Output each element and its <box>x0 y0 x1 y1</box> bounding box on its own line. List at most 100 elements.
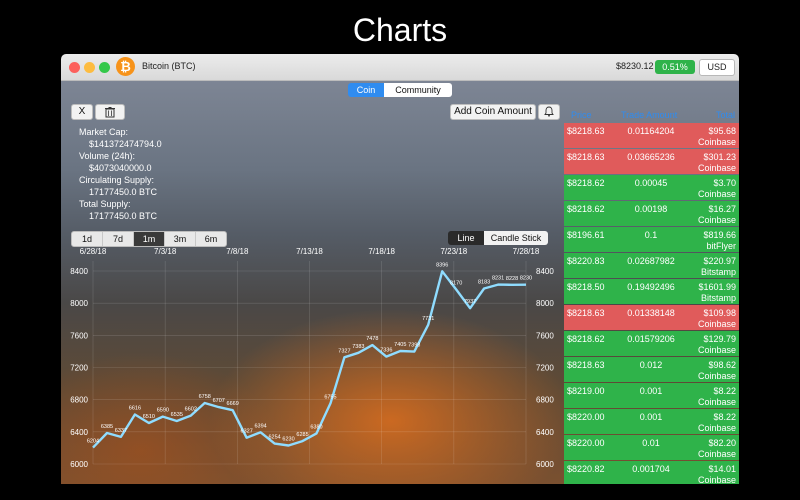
x-tick-label: 7/23/18 <box>440 247 467 256</box>
trade-amount: 0.001704 <box>632 464 670 474</box>
y-tick-label-right: 7200 <box>536 364 554 373</box>
trade-price: $8218.50 <box>567 282 605 292</box>
chart-type-line[interactable]: Line <box>448 231 484 245</box>
trade-exchange: Coinbase <box>697 449 736 459</box>
trade-exchange: Coinbase <box>697 163 736 173</box>
trade-total: $82.20 <box>708 438 736 448</box>
data-label: 7937 <box>464 299 476 305</box>
y-tick-label-left: 8000 <box>70 299 88 308</box>
range-6m[interactable]: 6m <box>204 234 218 244</box>
trade-price: $8218.62 <box>567 334 605 344</box>
trade-row[interactable]: $8196.61 0.1 $819.66 bitFlyer <box>564 227 739 252</box>
app-window: ₿ Bitcoin (BTC) $8230.12 0.51% USD Coin … <box>61 54 739 484</box>
trade-exchange: Coinbase <box>697 423 736 433</box>
trade-row[interactable]: $8220.00 0.01 $82.20 Coinbase <box>564 435 739 460</box>
trade-row[interactable]: $8220.83 0.02687982 $220.97 Bitstamp <box>564 253 739 278</box>
header-trade-amount: Trade Amount <box>621 110 678 120</box>
price-history-line <box>92 270 527 449</box>
data-label: 6327 <box>241 429 253 435</box>
data-label: 6535 <box>171 412 183 418</box>
y-tick-label-left: 7600 <box>70 331 88 340</box>
header-price: Price <box>571 110 592 120</box>
data-label: 6755 <box>324 394 336 400</box>
trade-price: $8218.62 <box>567 204 605 214</box>
trade-exchange: bitFlyer <box>706 241 736 251</box>
y-tick-label-left: 8400 <box>70 267 88 276</box>
data-label: 8183 <box>478 279 490 285</box>
trade-amount: 0.00198 <box>634 204 668 214</box>
chart-type-candle-stick[interactable]: Candle Stick <box>484 231 548 245</box>
y-tick-label-left: 6800 <box>70 396 88 405</box>
range-7d[interactable]: 7d <box>103 232 134 246</box>
trade-row[interactable]: $8219.00 0.001 $8.22 Coinbase <box>564 383 739 408</box>
data-label: 8230 <box>520 276 532 282</box>
data-label: 7383 <box>352 344 364 350</box>
close-window-button[interactable] <box>69 62 80 73</box>
alert-button[interactable] <box>538 104 560 120</box>
data-label: 8228 <box>506 276 518 282</box>
data-label: 8396 <box>436 262 448 268</box>
trade-total: $819.66 <box>703 230 736 240</box>
minimize-window-button[interactable] <box>84 62 95 73</box>
trade-amount: 0.01164204 <box>627 126 675 136</box>
trade-amount: 0.012 <box>639 360 663 370</box>
data-label: 7478 <box>366 336 378 342</box>
zoom-window-button[interactable] <box>99 62 110 73</box>
trade-price: $8196.61 <box>567 230 605 240</box>
y-tick-label-right: 6400 <box>536 428 554 437</box>
trade-amount: 0.1 <box>644 230 658 240</box>
volume-label: Volume (24h): <box>79 151 136 161</box>
data-label: 6380 <box>310 424 322 430</box>
data-label: 6510 <box>143 414 155 420</box>
main-content: Coin Community X Add Coin Amount Market … <box>61 81 739 484</box>
data-label: 6337 <box>115 428 127 434</box>
trade-row[interactable]: $8220.00 0.001 $8.22 Coinbase <box>564 409 739 434</box>
window-title: Bitcoin (BTC) <box>142 61 196 71</box>
y-tick-label-right: 7600 <box>536 331 554 340</box>
price-chart[interactable]: 6000 6000 6400 6400 6800 6800 7200 7200 7600 7600… <box>61 241 564 481</box>
data-label: 6707 <box>213 398 225 404</box>
range-1m[interactable]: 1m <box>134 232 165 246</box>
currency-selector[interactable]: USD <box>699 59 735 76</box>
trade-row[interactable]: $8218.63 0.01164204 $95.68 Coinbase <box>564 123 739 148</box>
range-3m[interactable]: 3m <box>165 232 196 246</box>
y-tick-label-left: 6400 <box>70 428 88 437</box>
data-label: 6669 <box>227 401 239 407</box>
trade-total: $129.79 <box>703 334 736 344</box>
add-coin-amount-button[interactable]: Add Coin Amount <box>450 104 536 120</box>
data-label: 6394 <box>254 423 266 429</box>
trade-row[interactable]: $8218.62 0.01579206 $129.79 Coinbase <box>564 331 739 356</box>
data-label: 8231 <box>492 276 504 282</box>
trade-total: $109.98 <box>703 308 736 318</box>
x-tick-label: 6/28/18 <box>80 247 107 256</box>
tab-community[interactable]: Community <box>384 83 452 97</box>
total-supply-value: 17177450.0 BTC <box>89 211 158 221</box>
trade-row[interactable]: $8218.63 0.012 $98.62 Coinbase <box>564 357 739 382</box>
data-label: 7327 <box>338 348 350 354</box>
trade-row[interactable]: $8218.63 0.01338148 $109.98 Coinbase <box>564 305 739 330</box>
trade-row[interactable]: $8218.62 0.00045 $3.70 Coinbase <box>564 175 739 200</box>
trade-row[interactable]: $8218.62 0.00198 $16.27 Coinbase <box>564 201 739 226</box>
y-tick-label-left: 6000 <box>70 460 88 469</box>
trade-row[interactable]: $8218.50 0.19492496 $1601.99 Bitstamp <box>564 279 739 304</box>
bitcoin-logo-icon: ₿ <box>116 57 135 76</box>
trade-amount: 0.03665236 <box>627 152 675 162</box>
trade-amount: 0.01579206 <box>627 334 675 344</box>
trade-amount: 0.02687982 <box>627 256 675 266</box>
market-cap-value: $141372474794.0 <box>89 139 162 149</box>
trade-history-panel: Price Trade Amount Total $8218.63 0.01164… <box>564 108 739 484</box>
range-1d[interactable]: 1d <box>72 232 103 246</box>
trade-price: $8218.63 <box>567 360 605 370</box>
trade-row[interactable]: $8220.82 0.001704 $14.01 Coinbase <box>564 461 739 484</box>
trade-total: $8.22 <box>713 412 736 422</box>
data-label: 7336 <box>380 348 392 354</box>
trade-total: $14.01 <box>708 464 736 474</box>
trade-price: $8218.63 <box>567 126 605 136</box>
tab-coin[interactable]: Coin <box>348 83 384 97</box>
close-button[interactable]: X <box>71 104 93 120</box>
trade-amount: 0.01 <box>642 438 660 448</box>
trade-exchange: Bitstamp <box>700 293 736 303</box>
trade-row[interactable]: $8218.63 0.03665236 $301.23 Coinbase <box>564 149 739 174</box>
bell-icon <box>544 106 554 117</box>
delete-button[interactable] <box>95 104 125 120</box>
